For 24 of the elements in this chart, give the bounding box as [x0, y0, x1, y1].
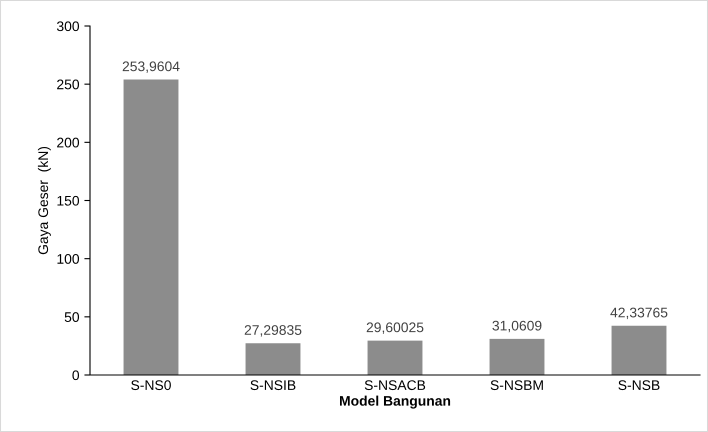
y-tick-label: 150: [57, 196, 80, 206]
data-label: 42,33765: [610, 308, 668, 320]
data-label: 27,29835: [244, 325, 302, 337]
bar: [246, 343, 300, 375]
x-tick-label: S-NSBM: [490, 380, 543, 390]
y-tick-label: 50: [64, 312, 80, 322]
x-axis-title: Model Bangunan: [340, 396, 450, 409]
y-tick-label: 250: [57, 80, 80, 90]
y-axis-title: Gaya Geser (kN): [38, 146, 51, 254]
data-label: 253,9604: [122, 61, 180, 73]
bar: [490, 338, 544, 375]
data-label: 31,0609: [492, 320, 542, 332]
y-tick-label: 300: [56, 21, 80, 32]
y-tick-label: 100: [57, 254, 80, 264]
x-tick-label: S-NSACB: [364, 380, 426, 390]
x-tick-label: S-NS0: [131, 380, 171, 390]
y-tick-label: 200: [57, 138, 80, 148]
bar: [368, 340, 422, 375]
x-tick-label: S-NSIB: [250, 380, 296, 390]
y-tick-label: 0: [72, 370, 80, 380]
bar: [124, 80, 178, 375]
bar: [612, 326, 666, 375]
x-tick-label: S-NSB: [618, 380, 660, 390]
data-label: 29,60025: [366, 322, 424, 334]
